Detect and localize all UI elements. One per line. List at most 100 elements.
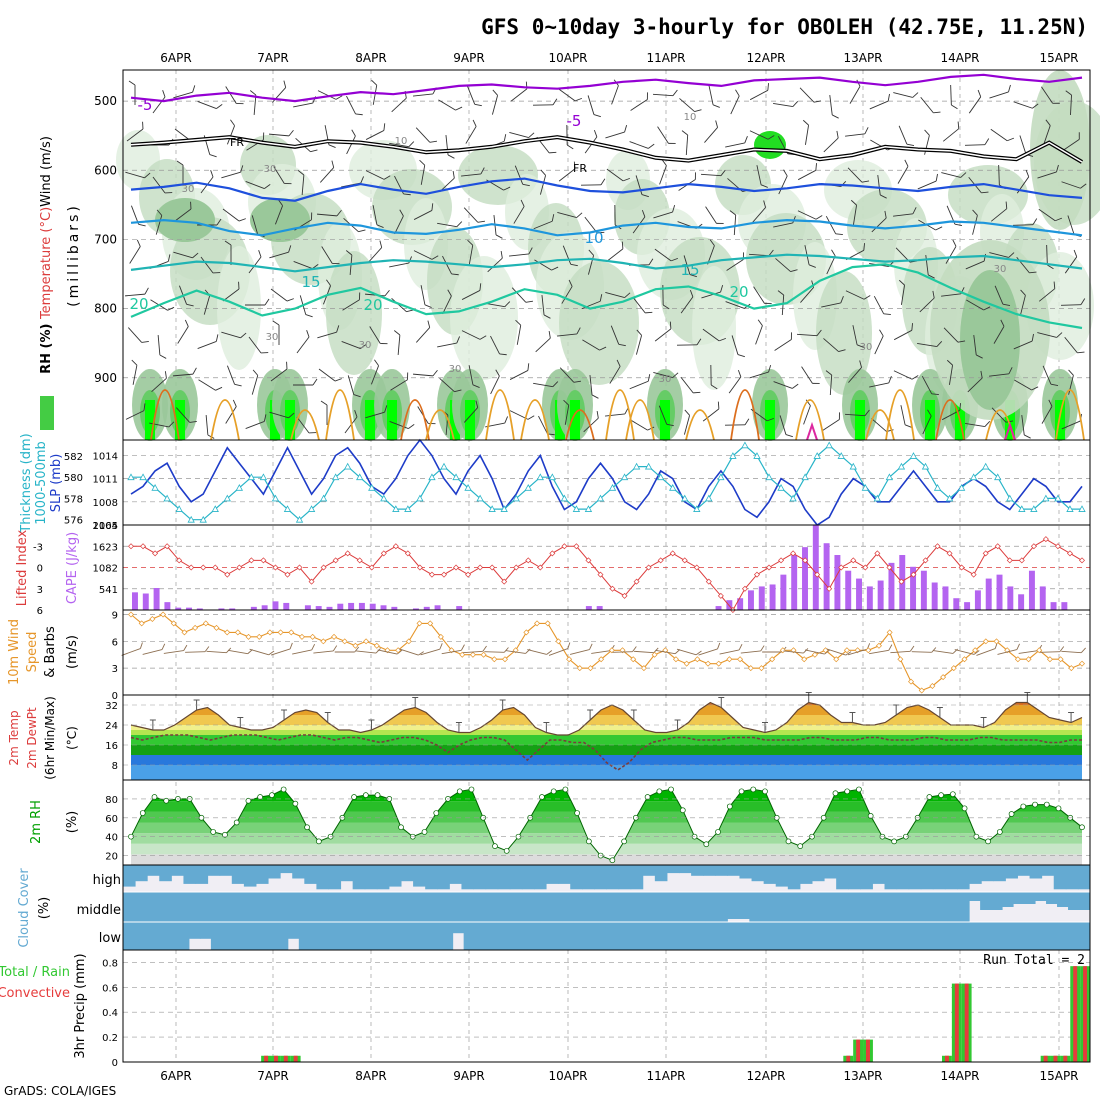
cape-bar [1018, 594, 1025, 610]
cape-tick-label: 2164 [93, 521, 118, 532]
wind-barb [749, 83, 769, 101]
cloud-bar [896, 865, 910, 890]
cloud-bar [304, 865, 317, 884]
wind-barb [125, 171, 151, 179]
wind-barb [126, 121, 144, 142]
pressure-tick-label: 800 [94, 302, 117, 316]
wind-barb [1041, 399, 1053, 424]
cloud-bar [980, 922, 992, 950]
lifted-index-point [657, 557, 664, 564]
cloud-bar [870, 892, 882, 922]
wind-barb [539, 169, 547, 195]
wind-barb [1061, 181, 1087, 189]
cloud-bar [991, 922, 1003, 950]
lifted-tick-label: 3 [37, 585, 43, 596]
wind-barb [532, 98, 558, 106]
cape-bar [315, 606, 322, 610]
wind-barb [293, 378, 318, 386]
thickness-point [512, 494, 520, 502]
cloud-bar [474, 922, 487, 950]
cloud-bar [207, 865, 221, 876]
thickness-point [1066, 505, 1074, 512]
thickness-ylabel: Thickness (dm) [19, 433, 34, 533]
precip-convective-bar [944, 1055, 949, 1062]
isotherm-line [625, 399, 655, 441]
rh-point [151, 794, 158, 800]
wind-barb [534, 259, 559, 271]
wind-speed-point [1068, 665, 1075, 672]
cape-bar [1050, 602, 1057, 610]
lifted-index-point [946, 550, 953, 557]
cloud-bar [210, 892, 223, 922]
wind-barb [869, 93, 890, 110]
wind-barb [967, 370, 983, 393]
cape-bar [348, 602, 355, 610]
wind-barb [972, 209, 978, 235]
cape-bar [175, 607, 182, 610]
wind-barb [989, 84, 1011, 99]
cloud-bar [993, 865, 1006, 882]
thickness-point [596, 494, 605, 502]
wind-barb [680, 376, 701, 394]
wind-barb [513, 199, 525, 224]
wind-speed-point [534, 620, 541, 627]
thickness-point [440, 462, 448, 470]
cloud-bar [1053, 865, 1067, 890]
cloud-bar [815, 922, 827, 950]
wind-barb [756, 165, 768, 188]
cape-bar [1007, 586, 1014, 610]
rh-point [351, 794, 357, 800]
cloud-bar [804, 892, 816, 922]
cloud-bar [135, 865, 148, 882]
precip-convective-label: Convective [0, 986, 70, 1001]
wind-speed-point [737, 656, 744, 663]
cloud-bar [848, 865, 861, 890]
rh-fill-area [155, 198, 215, 242]
wind-barb [635, 329, 643, 355]
wind-barb [919, 290, 935, 313]
cape-bar [164, 602, 171, 610]
wind-speed-point [224, 629, 231, 636]
thickness-point [572, 505, 581, 512]
precip-tick-label: 0.8 [102, 958, 118, 969]
cloud-bar [159, 865, 172, 882]
wind-barb [844, 409, 870, 417]
rh-fill-area [175, 400, 185, 440]
thickness-point [1018, 505, 1026, 512]
cloud-bar [408, 922, 421, 950]
temp-ylabel: 2m Temp [7, 710, 21, 765]
thickness-point [404, 505, 412, 512]
wind-speed-point [993, 638, 1000, 645]
cape-bar [358, 602, 365, 610]
wind-barb [1037, 164, 1059, 179]
wind-ylabel-text: (m/s) [65, 635, 80, 669]
isotherm-line [1055, 389, 1085, 441]
lifted-index-point [814, 571, 821, 578]
rh-point [668, 786, 674, 793]
wind-barb-10m [399, 648, 424, 656]
wind-barb [994, 285, 1011, 306]
wind-barb [925, 255, 935, 279]
precip-convective-bar [1083, 966, 1088, 1062]
cloud-bar [606, 865, 620, 890]
thickness-point [223, 494, 231, 502]
cloud-bar [881, 892, 893, 922]
cloud-bar [298, 892, 311, 922]
wind-barb [1013, 101, 1039, 109]
rh-point [292, 800, 299, 807]
cloud-bar [650, 892, 662, 922]
cloud-bar [892, 922, 904, 950]
cloud-bar [654, 865, 668, 882]
cloud-bar [787, 865, 801, 890]
cloud-bar [177, 892, 190, 922]
wind-barb-10m [997, 643, 1020, 655]
cloud-bar [221, 892, 234, 922]
wind-barb [437, 336, 461, 348]
lifted-tick-label: 0 [37, 564, 43, 575]
cloud-bar [144, 922, 157, 950]
thickness-point [488, 505, 496, 512]
wind-barb [778, 169, 788, 195]
cloud-bar [727, 922, 739, 950]
wind-barb [316, 209, 342, 217]
wind-barb [268, 129, 294, 137]
